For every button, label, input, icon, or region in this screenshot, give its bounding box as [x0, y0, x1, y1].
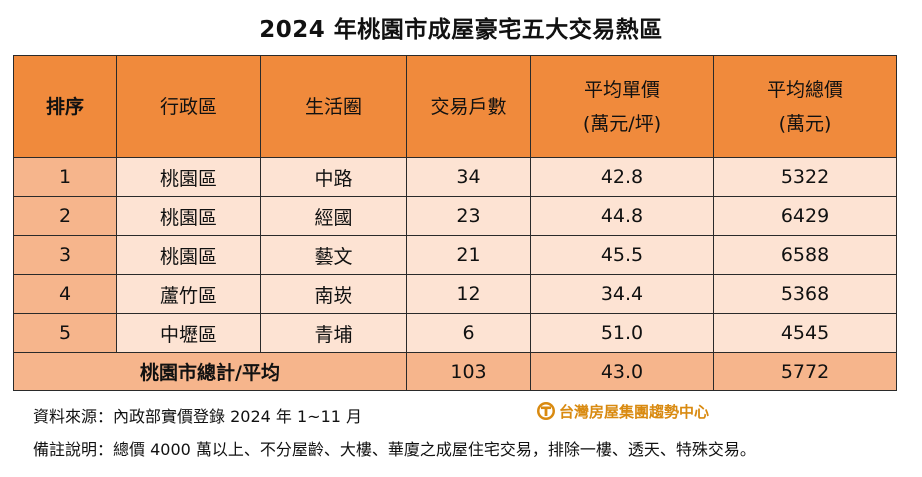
- cell-unit-price: 34.4: [530, 274, 714, 314]
- company-logo: 台灣房屋集團趨勢中心: [536, 399, 709, 423]
- cell-rank: 1: [13, 157, 117, 197]
- cell-count: 23: [406, 196, 531, 236]
- cell-unit-price: 51.0: [530, 313, 714, 353]
- header-total-price-line2: (萬元): [778, 112, 832, 135]
- header-district: 行政區: [116, 55, 261, 158]
- cell-district: 蘆竹區: [116, 274, 261, 314]
- taiwan-realty-logo-icon: [537, 402, 555, 420]
- summary-count: 103: [406, 352, 531, 391]
- table-row: 5 中壢區 青埔 6 51.0 4545: [13, 313, 897, 353]
- cell-district: 桃園區: [116, 196, 261, 236]
- header-unit-price-line1: 平均單價: [583, 78, 660, 101]
- cell-unit-price: 44.8: [530, 196, 714, 236]
- cell-area: 經國: [260, 196, 407, 236]
- source-note: 資料來源：內政部實價登錄 2024 年 1~11 月: [33, 407, 363, 426]
- header-total-price: 平均總價 (萬元): [713, 55, 897, 158]
- cell-district: 桃園區: [116, 157, 261, 197]
- header-rank: 排序: [13, 55, 117, 158]
- table-header-row: 排序 行政區 生活圈 交易戶數 平均單價 (萬元/坪) 平均總價 (萬元): [13, 55, 897, 158]
- cell-total-price: 4545: [713, 313, 897, 353]
- cell-rank: 5: [13, 313, 117, 353]
- cell-unit-price: 42.8: [530, 157, 714, 197]
- summary-unit-price: 43.0: [530, 352, 714, 391]
- cell-total-price: 6588: [713, 235, 897, 275]
- header-area: 生活圈: [260, 55, 407, 158]
- cell-district: 中壢區: [116, 313, 261, 353]
- page-title: 2024 年桃園市成屋豪宅五大交易熱區: [259, 17, 663, 43]
- transaction-table: 排序 行政區 生活圈 交易戶數 平均單價 (萬元/坪) 平均總價 (萬元) 1 …: [13, 55, 897, 391]
- cell-total-price: 6429: [713, 196, 897, 236]
- table-row: 1 桃園區 中路 34 42.8 5322: [13, 157, 897, 197]
- cell-total-price: 5368: [713, 274, 897, 314]
- cell-count: 34: [406, 157, 531, 197]
- cell-count: 12: [406, 274, 531, 314]
- logo-text: 台灣房屋集團趨勢中心: [559, 402, 710, 421]
- summary-total-price: 5772: [713, 352, 897, 391]
- header-unit-price-line2: (萬元/坪): [582, 112, 662, 135]
- cell-rank: 4: [13, 274, 117, 314]
- table-row: 3 桃園區 藝文 21 45.5 6588: [13, 235, 897, 275]
- cell-rank: 3: [13, 235, 117, 275]
- cell-area: 中路: [260, 157, 407, 197]
- cell-unit-price: 45.5: [530, 235, 714, 275]
- cell-total-price: 5322: [713, 157, 897, 197]
- cell-area: 南崁: [260, 274, 407, 314]
- summary-row: 桃園市總計/平均 103 43.0 5772: [13, 352, 897, 391]
- summary-label: 桃園市總計/平均: [13, 352, 407, 391]
- header-unit-price: 平均單價 (萬元/坪): [530, 55, 714, 158]
- cell-count: 6: [406, 313, 531, 353]
- table-row: 4 蘆竹區 南崁 12 34.4 5368: [13, 274, 897, 314]
- cell-rank: 2: [13, 196, 117, 236]
- cell-area: 藝文: [260, 235, 407, 275]
- table-row: 2 桃園區 經國 23 44.8 6429: [13, 196, 897, 236]
- header-total-price-line1: 平均總價: [766, 78, 843, 101]
- cell-count: 21: [406, 235, 531, 275]
- header-count: 交易戶數: [406, 55, 531, 158]
- remark-note: 備註說明：總價 4000 萬以上、不分屋齡、大樓、華廈之成屋住宅交易，排除一樓、…: [33, 440, 756, 459]
- cell-district: 桃園區: [116, 235, 261, 275]
- cell-area: 青埔: [260, 313, 407, 353]
